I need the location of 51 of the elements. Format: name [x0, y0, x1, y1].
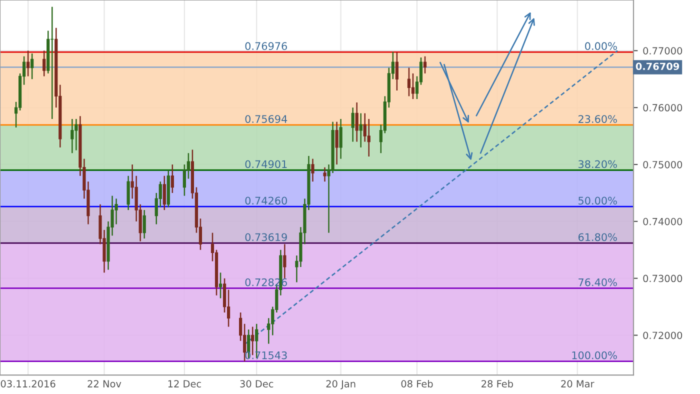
ref-line-label: 0.76709 — [636, 62, 680, 70]
annotation: 76.40% — [578, 278, 617, 286]
annotation: 0.00% — [585, 42, 617, 50]
annotation: 0.74901 — [245, 160, 287, 168]
y-tick-label: 0.76000 — [643, 104, 682, 112]
y-tick-label: 0.72000 — [643, 332, 682, 340]
x-tick-label: 08 Feb — [401, 380, 433, 388]
candlestick — [367, 118, 370, 158]
candlestick — [74, 118, 78, 151]
candlestick — [218, 272, 222, 299]
annotation: 0.75694 — [245, 115, 288, 123]
x-tick-label: 20 Jan — [326, 380, 356, 390]
candlestick — [407, 67, 411, 97]
y-tick-label: 0.73000 — [643, 274, 682, 282]
candlestick — [126, 175, 130, 211]
annotation: 0.76976 — [245, 42, 287, 50]
annotation: 23.60% — [578, 115, 617, 123]
candlestick — [283, 244, 286, 279]
candlestick — [395, 52, 398, 92]
candlestick — [70, 118, 74, 154]
annotation: 50.00% — [578, 196, 617, 205]
x-tick-label: 12 Dec — [168, 380, 201, 388]
candlestick — [142, 209, 146, 240]
y-tick-label: 0.75000 — [643, 160, 682, 168]
candlestick — [170, 164, 174, 194]
candlestick — [30, 52, 34, 80]
x-tick-label: 03.11.2016 — [0, 380, 56, 388]
candlestick — [355, 102, 358, 142]
candlestick — [42, 50, 46, 77]
candlestick — [182, 164, 186, 196]
candlestick — [351, 106, 354, 142]
candlestick — [323, 166, 326, 182]
candlestick — [311, 158, 314, 182]
x-tick-label: 22 Nov — [88, 380, 122, 388]
candlestick — [335, 121, 338, 166]
annotation: 61.80% — [578, 233, 617, 242]
x-tick-label: 30 Dec — [240, 380, 274, 388]
candlestick — [339, 118, 342, 160]
candlestick — [411, 72, 415, 100]
candlestick — [26, 50, 30, 77]
candlestick — [359, 112, 362, 148]
y-tick-label: 0.77000 — [643, 47, 682, 54]
candlestick — [162, 175, 166, 211]
annotation: 100.00% — [572, 351, 617, 360]
annotation: 38.20% — [578, 160, 617, 168]
annotation: 0.74260 — [245, 196, 287, 205]
annotation: 0.73619 — [245, 233, 287, 242]
x-tick-label: 28 Feb — [482, 380, 513, 388]
x-tick-label: 20 Mar — [561, 380, 594, 388]
candlestick — [423, 56, 427, 74]
y-tick-label: 0.74000 — [643, 218, 682, 226]
